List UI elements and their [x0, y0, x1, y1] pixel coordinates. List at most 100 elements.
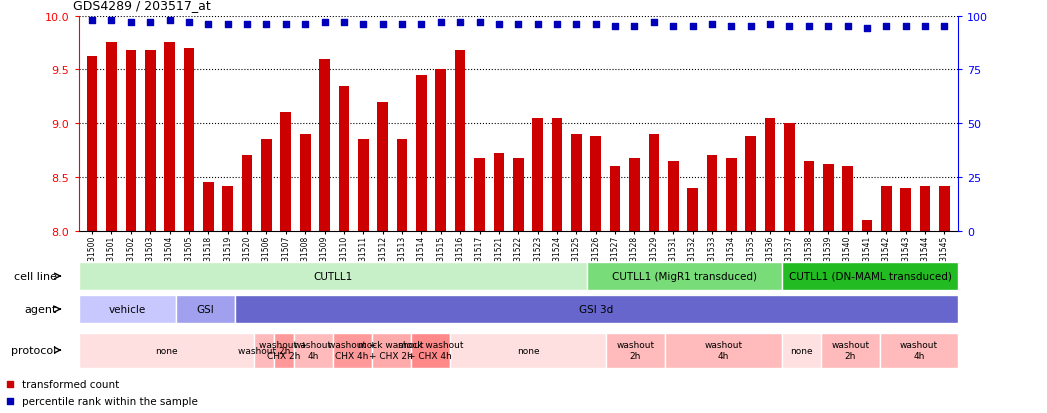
Point [626, 24, 643, 31]
Bar [79, 295, 176, 324]
Bar [687, 188, 698, 231]
Point [569, 22, 585, 28]
Point [275, 164, 292, 171]
Point [413, 22, 429, 28]
Point [122, 20, 139, 26]
Point [685, 24, 701, 31]
Point [646, 20, 663, 26]
Point [394, 22, 410, 28]
Bar [823, 165, 833, 231]
Point [316, 20, 333, 26]
Bar [416, 76, 427, 231]
Bar [493, 154, 505, 231]
Bar [939, 186, 950, 231]
Text: mock washout
+ CHX 2h: mock washout + CHX 2h [358, 341, 424, 360]
Point [587, 22, 604, 28]
Bar [254, 333, 274, 368]
Text: washout
4h: washout 4h [899, 341, 938, 360]
Bar [745, 137, 756, 231]
Point [355, 22, 372, 28]
Bar [281, 113, 291, 231]
Bar [842, 167, 853, 231]
Point [84, 17, 101, 24]
Bar [668, 161, 678, 231]
Point [704, 22, 720, 28]
Text: washout
2h: washout 2h [617, 341, 654, 360]
Bar [164, 43, 175, 231]
Bar [629, 158, 640, 231]
Text: transformed count: transformed count [22, 379, 119, 389]
Bar [532, 119, 543, 231]
Point [432, 20, 449, 26]
Bar [176, 295, 235, 324]
Point [878, 24, 895, 31]
Bar [87, 57, 97, 231]
Text: washout
4h: washout 4h [294, 341, 332, 360]
Point [103, 17, 119, 24]
Bar [919, 186, 931, 231]
Bar [782, 262, 958, 291]
Point [510, 22, 527, 28]
Point [161, 17, 178, 24]
Bar [261, 140, 272, 231]
Bar [591, 137, 601, 231]
Point [820, 24, 837, 31]
Text: CUTLL1 (DN-MAML transduced): CUTLL1 (DN-MAML transduced) [788, 271, 952, 281]
Bar [450, 333, 606, 368]
Bar [881, 186, 892, 231]
Point [258, 22, 274, 28]
Bar [879, 333, 958, 368]
Point [374, 22, 391, 28]
Point [530, 22, 547, 28]
Point [296, 22, 313, 28]
Bar [338, 86, 350, 231]
Point [451, 20, 468, 26]
Bar [144, 51, 156, 231]
Bar [410, 333, 450, 368]
Text: agent: agent [24, 304, 57, 314]
Point [141, 20, 158, 26]
Point [335, 20, 352, 26]
Bar [319, 59, 330, 231]
Text: CUTLL1 (MigR1 transduced): CUTLL1 (MigR1 transduced) [611, 271, 757, 281]
Text: GDS4289 / 203517_at: GDS4289 / 203517_at [73, 0, 211, 12]
Point [275, 314, 292, 320]
Text: washout 2h: washout 2h [238, 346, 290, 355]
Text: washout +
CHX 2h: washout + CHX 2h [260, 341, 308, 360]
Bar [436, 70, 446, 231]
Text: none: none [155, 346, 178, 355]
Bar [609, 167, 621, 231]
Bar [242, 156, 252, 231]
Text: GSI 3d: GSI 3d [579, 304, 614, 314]
Point [801, 24, 818, 31]
Point [607, 24, 624, 31]
Text: washout +
CHX 4h: washout + CHX 4h [328, 341, 376, 360]
Point [762, 22, 779, 28]
Bar [377, 102, 388, 231]
Point [549, 22, 565, 28]
Point [219, 22, 236, 28]
Point [277, 22, 294, 28]
Bar [79, 262, 586, 291]
Point [742, 24, 759, 31]
Point [840, 24, 856, 31]
Text: mock washout
+ CHX 4h: mock washout + CHX 4h [398, 341, 463, 360]
Bar [79, 333, 254, 368]
Text: GSI: GSI [197, 304, 215, 314]
Point [723, 24, 740, 31]
Bar [707, 156, 717, 231]
Bar [586, 262, 782, 291]
Bar [900, 188, 911, 231]
Bar [862, 221, 872, 231]
Point [897, 24, 914, 31]
Bar [606, 333, 665, 368]
Point [859, 26, 875, 33]
Text: protocol: protocol [12, 345, 57, 355]
Bar [358, 140, 369, 231]
Text: none: none [790, 346, 812, 355]
Bar [203, 183, 214, 231]
Point [490, 22, 507, 28]
Point [180, 20, 197, 26]
Text: percentile rank within the sample: percentile rank within the sample [22, 396, 198, 406]
Bar [372, 333, 410, 368]
